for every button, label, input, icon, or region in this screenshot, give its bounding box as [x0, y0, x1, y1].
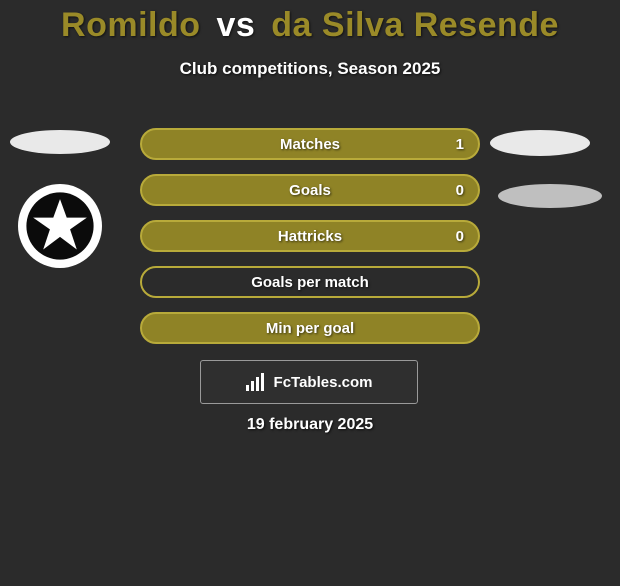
- date-text: 19 february 2025: [0, 416, 620, 434]
- stat-row: Hattricks0: [140, 220, 480, 252]
- player-right-marker-1: [490, 130, 590, 156]
- subtitle: Club competitions, Season 2025: [0, 59, 620, 79]
- stat-value: 0: [456, 176, 464, 204]
- stat-value: 0: [456, 222, 464, 250]
- club-badge-left: [18, 184, 102, 268]
- stat-row: Goals per match: [140, 266, 480, 298]
- bar-chart-icon: [246, 373, 268, 391]
- player-left-marker: [10, 130, 110, 154]
- stats-area: Matches1Goals0Hattricks0Goals per matchM…: [140, 128, 480, 358]
- watermark-text: FcTables.com: [274, 374, 373, 391]
- stat-row: Min per goal: [140, 312, 480, 344]
- stat-row: Goals0: [140, 174, 480, 206]
- stat-label: Hattricks: [142, 222, 478, 250]
- stat-row: Matches1: [140, 128, 480, 160]
- title-vs: vs: [216, 6, 255, 44]
- stat-label: Goals per match: [142, 268, 478, 296]
- watermark: FcTables.com: [200, 360, 418, 404]
- stat-label: Goals: [142, 176, 478, 204]
- star-badge-icon: [18, 184, 102, 268]
- page-title: Romildo vs da Silva Resende: [0, 6, 620, 45]
- stat-label: Matches: [142, 130, 478, 158]
- title-right: da Silva Resende: [271, 6, 559, 44]
- player-right-marker-2: [498, 184, 602, 208]
- title-left: Romildo: [61, 6, 200, 44]
- stat-value: 1: [456, 130, 464, 158]
- stat-label: Min per goal: [142, 314, 478, 342]
